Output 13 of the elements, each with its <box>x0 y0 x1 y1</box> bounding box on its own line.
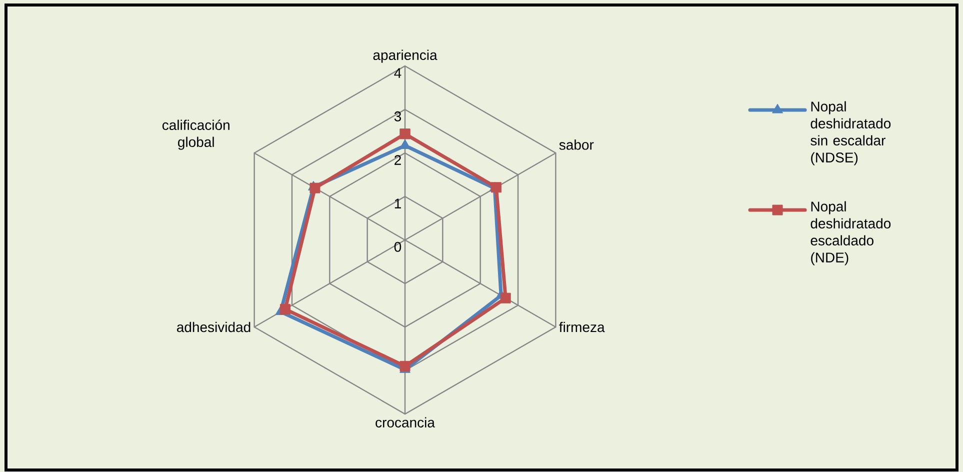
spoke-label: sabor <box>559 140 594 150</box>
y-tick-label: 2 <box>394 155 401 165</box>
spoke-label: apariencia <box>373 50 438 63</box>
legend-label: Nopal deshidratado escaldado (NDE) <box>810 201 891 266</box>
spoke-label: calificación global <box>162 120 230 150</box>
y-tick-label: 1 <box>394 198 401 208</box>
y-tick-label: 3 <box>394 111 402 122</box>
y-tick-label: 0 <box>394 242 402 252</box>
y-tick-label: 4 <box>394 68 402 78</box>
spoke-label: adhesividad <box>176 322 250 332</box>
legend-label: Nopal deshidratado sin escaldar (NDSE) <box>810 101 891 166</box>
spoke-label: firmeza <box>559 322 605 332</box>
spoke-label: crocancia <box>376 417 435 428</box>
